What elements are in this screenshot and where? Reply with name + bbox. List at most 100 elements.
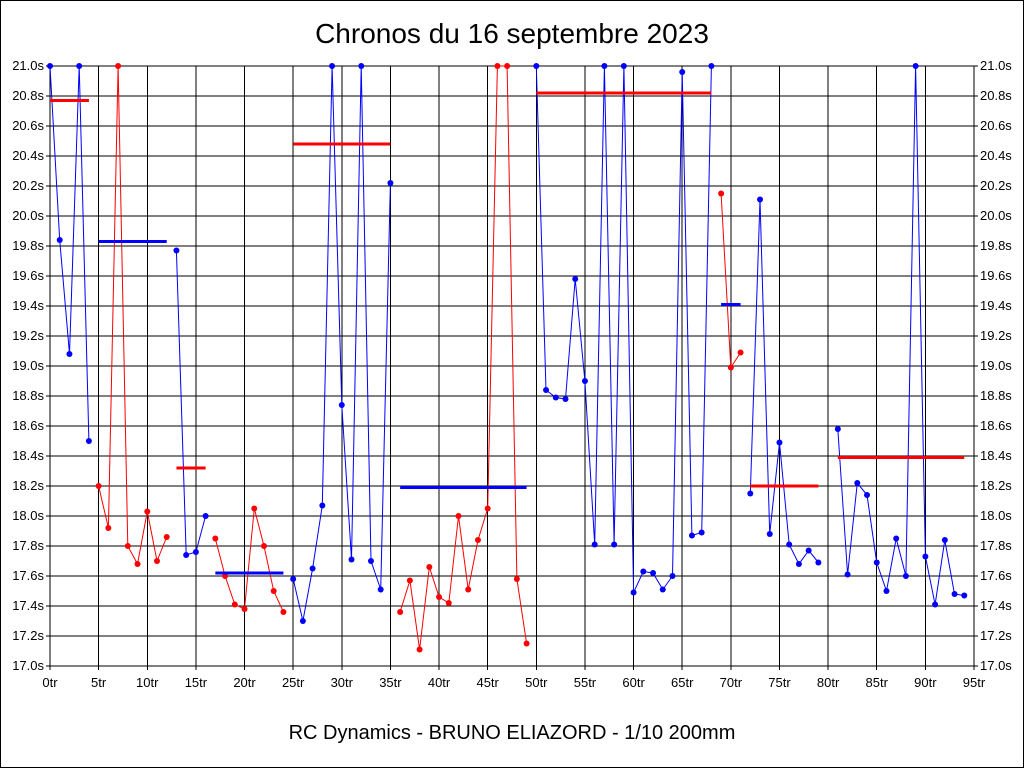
- x-tick-label: 75tr: [768, 675, 791, 690]
- data-point: [727, 364, 734, 371]
- y-tick-label-right: 17.4s: [980, 598, 1012, 613]
- data-point: [260, 543, 267, 549]
- data-point: [105, 525, 112, 531]
- chart-title: Chronos du 16 septembre 2023: [315, 18, 709, 49]
- data-point: [834, 426, 841, 432]
- data-point: [902, 573, 909, 579]
- data-point: [163, 534, 170, 540]
- data-point: [815, 559, 822, 566]
- data-point: [387, 180, 394, 186]
- y-tick-label-left: 18.8s: [12, 388, 44, 403]
- data-point: [348, 556, 355, 563]
- data-point: [640, 568, 647, 575]
- data-point: [552, 394, 559, 401]
- data-point: [504, 63, 511, 69]
- data-point: [465, 586, 472, 593]
- x-tick-label: 40tr: [428, 675, 451, 690]
- x-tick-label: 5tr: [91, 675, 107, 690]
- y-tick-label-right: 17.8s: [980, 538, 1012, 553]
- data-point: [280, 609, 287, 615]
- data-point: [941, 537, 948, 543]
- average-lines: [50, 91, 965, 575]
- data-point: [922, 553, 929, 560]
- y-tick-label-right: 18.0s: [980, 508, 1012, 523]
- y-tick-label-left: 17.4s: [12, 598, 44, 613]
- y-tick-label-right: 18.6s: [980, 418, 1012, 433]
- y-tick-label-right: 20.4s: [980, 148, 1012, 163]
- data-point: [319, 502, 326, 509]
- series-group: [834, 63, 968, 608]
- series-group: [173, 247, 209, 558]
- data-point: [251, 505, 258, 512]
- y-tick-label-left: 18.2s: [12, 478, 44, 493]
- data-point: [212, 535, 219, 542]
- x-tick-label: 25tr: [282, 675, 305, 690]
- y-tick-label-right: 20.2s: [980, 178, 1012, 193]
- data-point: [893, 535, 900, 542]
- data-point: [961, 592, 968, 599]
- y-tick-label-left: 21.0s: [12, 58, 44, 73]
- data-point: [698, 529, 705, 536]
- data-point: [202, 513, 209, 519]
- chart-footer: RC Dynamics - BRUNO ELIAZORD - 1/10 200m…: [288, 722, 736, 744]
- data-point: [581, 378, 588, 384]
- y-tick-label-right: 19.6s: [980, 268, 1012, 283]
- series-group: [95, 63, 170, 567]
- data-point: [76, 63, 83, 69]
- y-tick-label-right: 17.2s: [980, 628, 1012, 643]
- data-point: [591, 541, 598, 548]
- data-point: [873, 559, 880, 566]
- data-point: [124, 543, 131, 549]
- data-point: [932, 601, 939, 608]
- data-point: [572, 276, 579, 282]
- data-point: [513, 576, 520, 582]
- x-tick-label: 70tr: [720, 675, 743, 690]
- series-line: [49, 65, 90, 442]
- y-tick-label-right: 18.8s: [980, 388, 1012, 403]
- data-point: [679, 69, 686, 75]
- y-tick-label-left: 19.6s: [12, 268, 44, 283]
- data-point: [620, 63, 627, 69]
- y-tick-label-left: 20.0s: [12, 208, 44, 223]
- series-group: [533, 63, 715, 596]
- series-group: [718, 190, 744, 371]
- y-tick-label-right: 19.8s: [980, 238, 1012, 253]
- data-point: [523, 640, 530, 647]
- y-tick-label-left: 20.4s: [12, 148, 44, 163]
- y-tick-label-right: 19.0s: [980, 358, 1012, 373]
- data-point: [650, 570, 657, 576]
- data-point: [299, 618, 306, 624]
- data-point: [533, 63, 540, 69]
- data-point: [484, 505, 491, 512]
- data-point: [309, 565, 316, 572]
- y-tick-label-left: 17.2s: [12, 628, 44, 643]
- y-tick-label-left: 19.0s: [12, 358, 44, 373]
- data-point: [406, 577, 413, 584]
- series-group: [212, 505, 287, 615]
- data-point: [416, 646, 423, 653]
- x-tick-label: 55tr: [574, 675, 597, 690]
- data-point: [611, 541, 618, 548]
- data-point: [85, 438, 92, 444]
- data-point: [144, 508, 151, 515]
- y-tick-label-right: 20.0s: [980, 208, 1012, 223]
- x-tick-label: 15tr: [185, 675, 208, 690]
- y-tick-label-left: 18.6s: [12, 418, 44, 433]
- data-point: [270, 588, 277, 594]
- data-point: [659, 586, 666, 593]
- x-tick-label: 90tr: [914, 675, 937, 690]
- data-point: [231, 601, 238, 608]
- data-point: [747, 490, 754, 497]
- data-point: [47, 63, 53, 69]
- data-point: [562, 396, 569, 402]
- series-line: [399, 65, 528, 650]
- y-tick-label-left: 17.0s: [12, 658, 44, 673]
- data-point: [377, 586, 384, 593]
- y-tick-label-left: 19.4s: [12, 298, 44, 313]
- x-tick-label: 60tr: [622, 675, 645, 690]
- data-point: [854, 480, 861, 486]
- data-point: [358, 63, 365, 69]
- data-point: [757, 196, 764, 203]
- data-point: [864, 492, 871, 498]
- data-point: [737, 349, 744, 356]
